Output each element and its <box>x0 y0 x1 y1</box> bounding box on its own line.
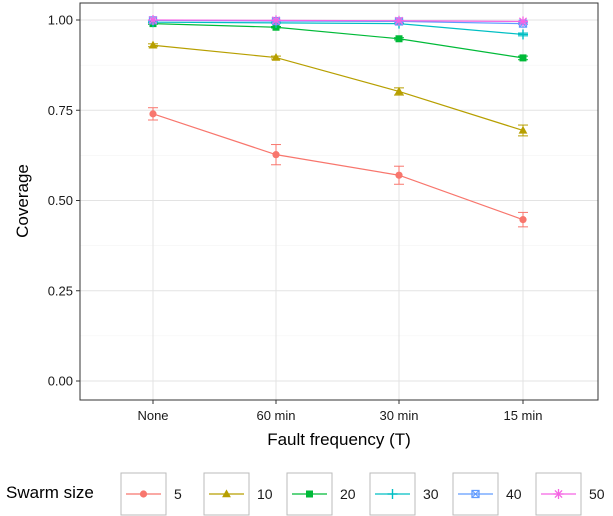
legend-label: 10 <box>257 486 273 502</box>
marker-square <box>395 35 403 43</box>
x-axis: None 60 min 30 min 15 min <box>137 400 543 423</box>
marker-star-4 <box>271 16 281 25</box>
data-point <box>271 15 281 26</box>
data-point <box>518 125 528 134</box>
data-point <box>272 151 280 159</box>
series-line <box>152 44 524 132</box>
legend-label: 5 <box>174 486 182 502</box>
legend-key-marker <box>471 489 480 499</box>
data-point <box>149 110 157 118</box>
legend-item-5: 5 <box>120 472 182 516</box>
legend-item-10: 10 <box>203 472 273 516</box>
marker-circle <box>395 171 403 179</box>
legend-item-40: 40 <box>452 472 522 516</box>
data-point <box>271 52 281 61</box>
marker-triangle <box>222 489 231 498</box>
series-line <box>152 19 524 23</box>
legend-item-20: 20 <box>286 472 356 516</box>
data-point <box>148 15 158 25</box>
marker-circle <box>272 151 280 159</box>
marker-triangle <box>271 52 281 61</box>
marker-box-x2 <box>471 490 480 498</box>
legend-key-marker <box>222 489 231 498</box>
x-axis-title: Fault frequency (T) <box>267 430 411 449</box>
marker-star-4 <box>148 15 158 25</box>
series-5 <box>148 107 528 228</box>
y-tick-label: 0.00 <box>48 374 73 389</box>
legend-item-50: 50 <box>535 472 605 516</box>
data-point <box>518 29 528 40</box>
marker-triangle <box>394 86 404 95</box>
data-point <box>519 54 527 62</box>
y-tick-label: 1.00 <box>48 13 73 28</box>
legend-key-marker <box>306 490 313 498</box>
series-line <box>152 21 524 36</box>
data-point <box>395 171 403 179</box>
legend-label: 50 <box>589 486 605 502</box>
x-tick-label: 15 min <box>503 408 542 423</box>
x-tick-label: 30 min <box>379 408 418 423</box>
data-point <box>148 40 158 49</box>
data-point <box>395 35 403 43</box>
marker-star-4 <box>394 16 404 25</box>
data-point <box>394 15 404 26</box>
legend-key-marker <box>387 489 398 499</box>
x-tick-label: 60 min <box>256 408 295 423</box>
marker-triangle <box>518 125 528 134</box>
marker-circle <box>149 110 157 118</box>
plot-panel <box>79 2 599 401</box>
marker-star-4 <box>554 489 563 499</box>
marker-circle <box>139 490 148 498</box>
marker-square <box>306 490 313 498</box>
marker-box <box>471 489 480 499</box>
legend-title: Swarm size <box>6 483 94 502</box>
series-10 <box>148 40 528 137</box>
y-tick-label: 0.75 <box>48 103 73 118</box>
y-axis-title: Coverage <box>13 164 32 238</box>
x-tick-label: None <box>137 408 168 423</box>
data-point <box>394 86 404 95</box>
legend-key-marker <box>553 489 564 499</box>
series-line <box>152 23 524 59</box>
series-line <box>152 113 524 221</box>
legend-label: 20 <box>340 486 356 502</box>
legend-item-30: 30 <box>369 472 439 516</box>
data-point <box>518 16 528 27</box>
data-point <box>519 216 527 224</box>
marker-square <box>519 54 527 62</box>
marker-triangle <box>148 40 158 49</box>
y-tick-label: 0.50 <box>48 193 73 208</box>
series-layer <box>148 15 528 228</box>
legend: Swarm size 5 10 20 30 40 50 <box>6 472 605 516</box>
y-axis: 0.00 0.25 0.50 0.75 1.00 <box>48 13 80 389</box>
marker-circle <box>519 216 527 224</box>
y-tick-label: 0.25 <box>48 283 73 298</box>
legend-label: 40 <box>506 486 522 502</box>
plot-border <box>79 2 599 401</box>
legend-label: 30 <box>423 486 439 502</box>
legend-key-marker <box>139 490 148 498</box>
marker-star-4 <box>518 17 528 26</box>
series-50 <box>148 15 528 27</box>
